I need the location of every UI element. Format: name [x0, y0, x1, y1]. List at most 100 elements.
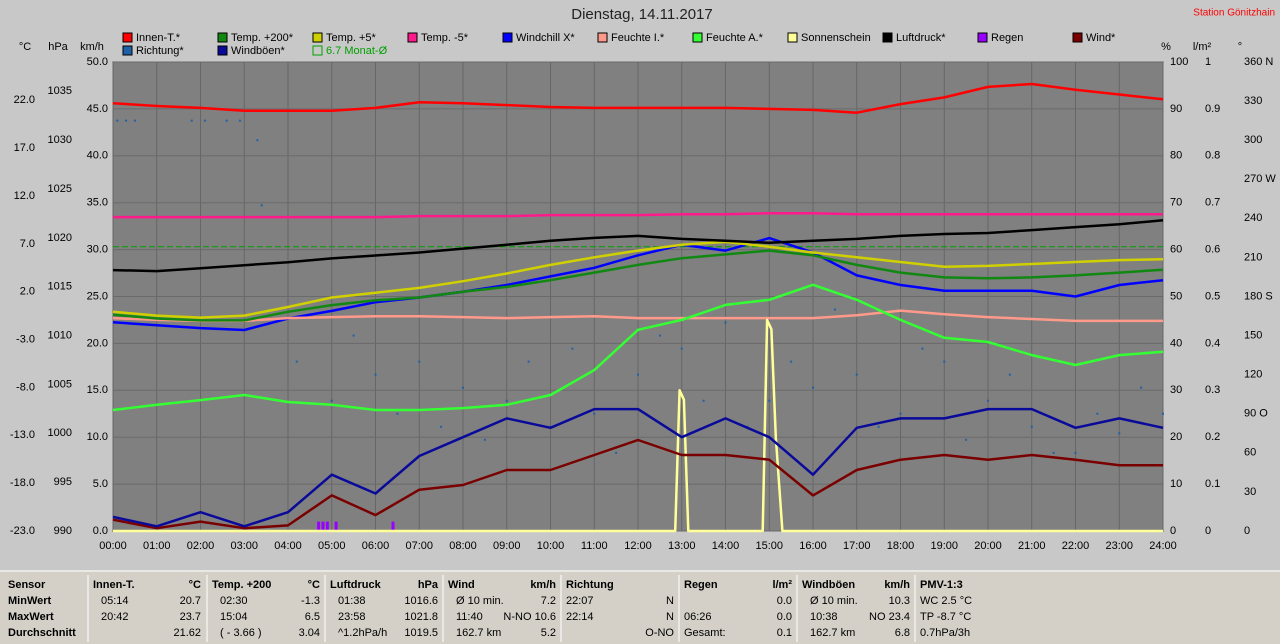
- direction-point: [330, 399, 333, 402]
- y-tick-label: -3.0: [16, 333, 35, 345]
- direction-point: [637, 373, 639, 376]
- x-tick-label: 00:00: [99, 540, 127, 552]
- direction-point: [1030, 425, 1033, 428]
- legend-label: Temp. +5*: [326, 32, 377, 44]
- x-tick-label: 24:00: [1149, 540, 1177, 552]
- cell-time: ^1.2hPa/h: [338, 627, 387, 639]
- legend-swatch: [597, 32, 608, 43]
- series-line: [112, 407, 1164, 528]
- x-tick-label: 03:00: [230, 540, 258, 552]
- direction-point: [116, 119, 119, 122]
- y-tick-label: -18.0: [10, 477, 35, 489]
- y-tick-label: 1005: [48, 378, 72, 390]
- cell-time: 20:42: [101, 611, 129, 623]
- cell-time: 05:14: [101, 595, 129, 607]
- cell-value: N: [666, 611, 674, 623]
- axis-unit: %: [1161, 41, 1171, 53]
- x-tick-label: 02:00: [187, 540, 215, 552]
- cell-value: N: [666, 595, 674, 607]
- chart-title: Dienstag, 14.11.2017: [571, 6, 713, 23]
- direction-point: [190, 119, 193, 122]
- y-tick-label: 5.0: [93, 478, 108, 490]
- x-tick-label: 09:00: [493, 540, 521, 552]
- x-tick-label: 13:00: [668, 540, 696, 552]
- column-title: Regen: [684, 579, 718, 591]
- cell-value: NO 23.4: [869, 611, 910, 623]
- y-tick-label: 0.5: [1205, 290, 1220, 302]
- column-title: Richtung: [566, 579, 614, 591]
- column-title: Luftdruck: [330, 579, 382, 591]
- direction-point: [238, 119, 241, 122]
- y-tick-label: 180 S: [1244, 290, 1273, 302]
- direction-point: [855, 373, 858, 376]
- legend-label: Luftdruck*: [896, 32, 946, 44]
- legend-swatch: [407, 32, 418, 43]
- y-tick-label: 0: [1205, 525, 1211, 537]
- legend-label: Windböen*: [231, 45, 286, 57]
- y-tick-label: 1: [1205, 56, 1211, 68]
- axis-unit: °: [1238, 41, 1242, 53]
- cell-value: 23.7: [180, 611, 201, 623]
- cell-time: 01:38: [338, 595, 366, 607]
- y-tick-label: 22.0: [14, 94, 35, 106]
- y-tick-label: 25.0: [87, 290, 108, 302]
- direction-point: [899, 412, 902, 415]
- cell-time: 23:58: [338, 611, 366, 623]
- y-tick-label: 0.6: [1205, 244, 1220, 256]
- cell-value: 3.04: [299, 627, 320, 639]
- y-tick-label: 0: [1170, 525, 1176, 537]
- y-tick-label: 20.0: [87, 337, 108, 349]
- direction-point: [593, 412, 596, 415]
- cell-value: 21.62: [173, 627, 201, 639]
- legend-swatch: [122, 32, 133, 43]
- x-tick-label: 07:00: [405, 540, 433, 552]
- legend-label: Richtung*: [136, 45, 184, 57]
- series-line: [112, 82, 1164, 114]
- y-tick-label: 210: [1244, 251, 1262, 263]
- direction-point: [295, 360, 298, 363]
- direction-point: [658, 334, 661, 337]
- cell-time: Ø 10 min.: [456, 595, 504, 607]
- series-line: [113, 211, 1163, 219]
- direction-point: [505, 399, 508, 402]
- direction-point: [987, 399, 989, 402]
- column-unit: km/h: [884, 579, 910, 591]
- cell-time: WC 2.5 °C: [920, 595, 972, 607]
- y-tick-label: 0.8: [1205, 150, 1220, 162]
- column-title: Wind: [448, 579, 475, 591]
- legend-swatch: [692, 32, 703, 43]
- legend-label: Temp. -5*: [421, 32, 469, 44]
- direction-point: [1008, 373, 1011, 376]
- x-tick-label: 05:00: [318, 540, 346, 552]
- cell-value: 7.2: [541, 595, 556, 607]
- y-tick-label: 0.2: [1205, 431, 1220, 443]
- column-title: PMV-1:3: [920, 579, 963, 591]
- direction-point: [374, 373, 377, 376]
- legend-swatch: [312, 45, 323, 56]
- y-tick-label: 150: [1244, 329, 1262, 341]
- cell-time: 22:14: [566, 611, 594, 623]
- legend-swatch: [977, 32, 988, 43]
- y-tick-label: 15.0: [87, 384, 108, 396]
- y-tick-label: 45.0: [87, 103, 108, 115]
- y-tick-label: 7.0: [20, 238, 35, 250]
- x-tick-label: 21:00: [1018, 540, 1046, 552]
- direction-point: [877, 425, 880, 428]
- cell-time: 10:38: [810, 611, 838, 623]
- rain-bar: [325, 521, 329, 531]
- cell-value: 0.1: [777, 627, 792, 639]
- cell-time: 162.7 km: [456, 627, 501, 639]
- y-tick-label: 995: [54, 476, 72, 488]
- column-unit: km/h: [530, 579, 556, 591]
- series-line: [112, 283, 1164, 412]
- direction-point: [1162, 412, 1164, 415]
- direction-point: [768, 399, 771, 402]
- cell-time: Ø 10 min.: [810, 595, 858, 607]
- x-tick-label: 22:00: [1062, 540, 1090, 552]
- y-tick-label: 1000: [48, 427, 72, 439]
- x-tick-label: 20:00: [974, 540, 1002, 552]
- legend-label: Feuchte I.*: [611, 32, 665, 44]
- station-name: Station Gönitzhain: [1193, 8, 1275, 19]
- y-tick-label: 0: [1244, 525, 1250, 537]
